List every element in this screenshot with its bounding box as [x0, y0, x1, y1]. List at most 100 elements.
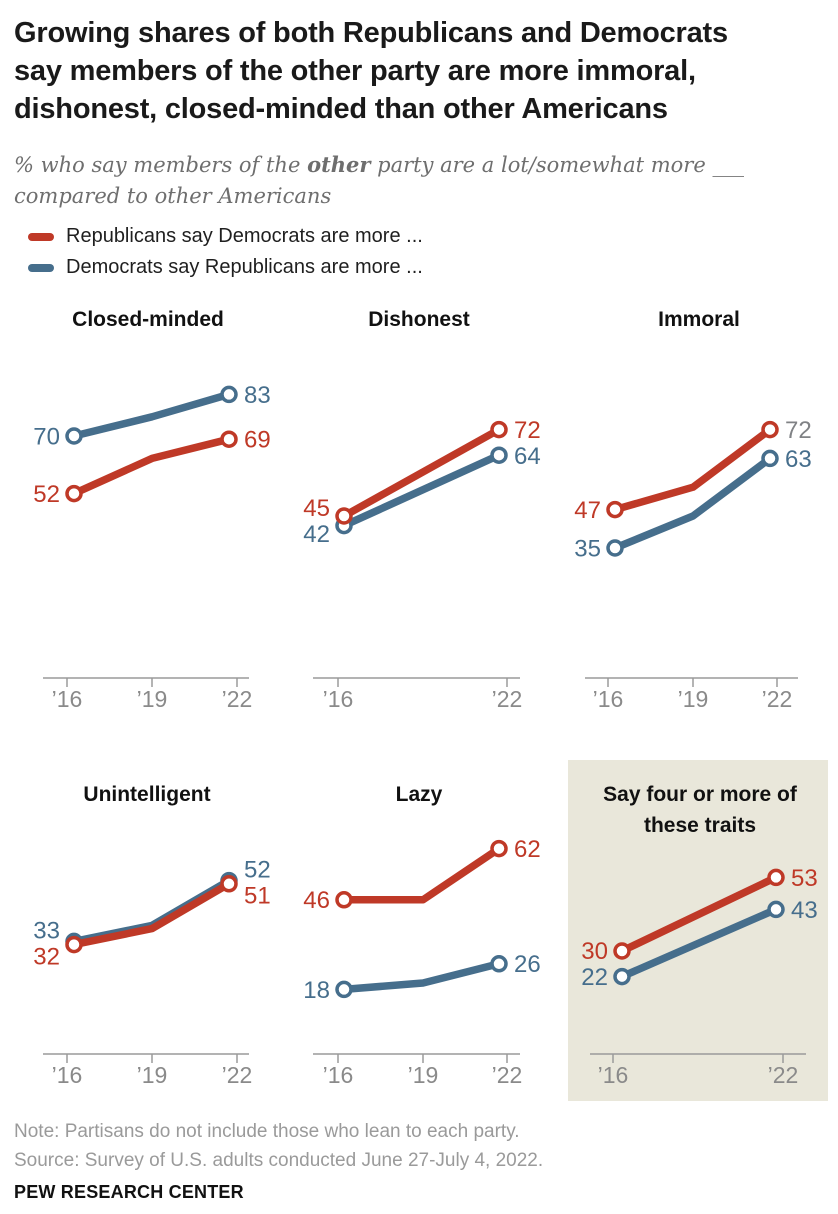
- value-label-lazy-republican-first: 46: [303, 887, 330, 914]
- x-tick-label: ’19: [678, 686, 709, 712]
- data-point-marker: [335, 891, 353, 909]
- panel-title-four-or-more: Say four or more of these traits: [603, 783, 797, 837]
- legend-label-republicans: Republicans say Democrats are more ...: [66, 225, 423, 247]
- x-tick-label: ’22: [768, 1062, 799, 1088]
- value-label-immoral-democrat-first: 35: [574, 535, 601, 562]
- value-label-immoral-republican-last: 72: [785, 417, 812, 444]
- data-point-marker: [65, 935, 83, 954]
- panel-title-lazy: Lazy: [395, 783, 443, 806]
- subtitle-line-1: % who say members of the other party are…: [14, 149, 744, 181]
- x-tick-label: ’22: [222, 1062, 253, 1088]
- x-tick-label: ’19: [137, 686, 168, 712]
- panel-closed-minded: ’16 ’19 ’22 52 70 69 83: [33, 382, 270, 712]
- value-label-unintelligent-republican-last: 51: [244, 883, 271, 910]
- value-label-four-or-more-democrat-first: 22: [581, 964, 608, 991]
- value-label-immoral-republican-first: 47: [574, 497, 601, 524]
- data-point-marker: [335, 507, 353, 525]
- x-tick-label: ’16: [323, 686, 354, 712]
- data-point-marker: [65, 484, 83, 503]
- data-point-marker: [220, 875, 238, 893]
- value-label-dishonest-republican-first: 45: [303, 495, 330, 522]
- value-label-closed-minded-republican-last: 69: [244, 427, 271, 454]
- democrat-line-swatch-icon: [28, 263, 54, 272]
- panel-title-closed-minded: Closed-minded: [72, 308, 224, 331]
- note-text: Note: Partisans do not include those who…: [14, 1121, 520, 1142]
- data-point-marker: [490, 955, 508, 973]
- page-title: Growing shares of both Republicans and D…: [14, 14, 728, 128]
- value-label-four-or-more-republican-first: 30: [581, 938, 608, 965]
- title-line-3: dishonest, closed-minded than other Amer…: [14, 93, 668, 125]
- line-unintelligent-republican: [73, 880, 231, 949]
- value-label-lazy-republican-last: 62: [514, 836, 541, 863]
- x-tick-label: ’22: [762, 686, 793, 712]
- panel-lazy: ’16 ’19 ’22 46 18 62 26: [303, 836, 540, 1088]
- line-closed-minded-republican: [72, 435, 230, 498]
- highlight-panel-background: [568, 760, 828, 1101]
- x-tick-label: ’19: [408, 1062, 439, 1088]
- source-text: Source: Survey of U.S. adults conducted …: [14, 1150, 544, 1171]
- value-label-four-or-more-republican-last: 53: [791, 865, 818, 892]
- subtitle-line-2: compared to other Americans: [14, 184, 332, 208]
- line-lazy-republican: [344, 845, 502, 904]
- line-lazy-democrat: [343, 960, 500, 994]
- legend-item-republicans: Republicans say Democrats are more ...: [28, 221, 423, 252]
- data-point-marker: [490, 446, 508, 464]
- line-immoral-republican: [613, 426, 773, 514]
- data-point-marker: [606, 500, 624, 519]
- x-tick-label: ’16: [52, 1062, 83, 1088]
- legend-item-democrats: Democrats say Republicans are more ...: [28, 252, 423, 283]
- data-point-marker: [761, 449, 779, 468]
- data-point-marker: [613, 942, 631, 960]
- line-closed-minded-democrat: [73, 390, 231, 440]
- panel-title-immoral: Immoral: [658, 308, 740, 331]
- x-tick-label: ’16: [598, 1062, 629, 1088]
- data-point-marker: [220, 430, 238, 448]
- data-point-marker: [220, 385, 238, 404]
- value-label-unintelligent-republican-first: 32: [33, 943, 60, 970]
- value-label-closed-minded-democrat-first: 70: [33, 423, 60, 450]
- x-tick-label: ’22: [492, 686, 523, 712]
- panel-title-dishonest: Dishonest: [368, 308, 470, 331]
- line-four-or-more-democrat: [620, 905, 778, 981]
- value-label-lazy-democrat-first: 18: [303, 977, 330, 1004]
- subtitle-suffix: party are a lot/somewhat more ___: [370, 153, 744, 177]
- value-label-four-or-more-democrat-last: 43: [791, 897, 818, 924]
- footer-notes: Note: Partisans do not include those who…: [14, 1117, 543, 1175]
- value-label-dishonest-democrat-first: 42: [303, 521, 330, 548]
- line-dishonest-republican: [342, 426, 501, 520]
- legend: Republicans say Democrats are more ... D…: [28, 221, 423, 283]
- value-label-unintelligent-democrat-first: 33: [33, 917, 60, 944]
- data-point-marker: [761, 420, 779, 439]
- value-label-closed-minded-republican-first: 52: [33, 481, 60, 508]
- title-line-2: say members of the other party are more …: [14, 55, 696, 87]
- value-label-unintelligent-democrat-last: 52: [244, 857, 271, 884]
- data-point-marker: [490, 420, 508, 439]
- republican-line-swatch-icon: [28, 232, 54, 241]
- subtitle-prefix: % who say members of the: [14, 153, 308, 177]
- data-point-marker: [65, 427, 83, 445]
- value-label-closed-minded-democrat-last: 83: [244, 382, 271, 409]
- x-tick-label: ’19: [137, 1062, 168, 1088]
- pew-research-center-wordmark: PEW RESEARCH CENTER: [14, 1182, 244, 1202]
- legend-label-democrats: Democrats say Republicans are more ...: [66, 256, 423, 278]
- data-point-marker: [490, 839, 508, 858]
- x-tick-label: ’16: [593, 686, 624, 712]
- value-label-immoral-democrat-last: 63: [785, 446, 812, 473]
- line-four-or-more-republican: [620, 874, 778, 955]
- value-label-dishonest-republican-last: 72: [514, 417, 541, 444]
- x-tick-label: ’16: [52, 686, 83, 712]
- line-dishonest-democrat: [342, 451, 501, 530]
- data-point-marker: [613, 967, 631, 986]
- data-point-marker: [767, 900, 785, 919]
- x-tick-label: ’22: [222, 686, 253, 712]
- subtitle-bold-word: other: [307, 152, 371, 177]
- line-immoral-democrat: [613, 455, 773, 552]
- data-point-marker: [767, 868, 785, 887]
- chart-subtitle: % who say members of the other party are…: [14, 149, 744, 212]
